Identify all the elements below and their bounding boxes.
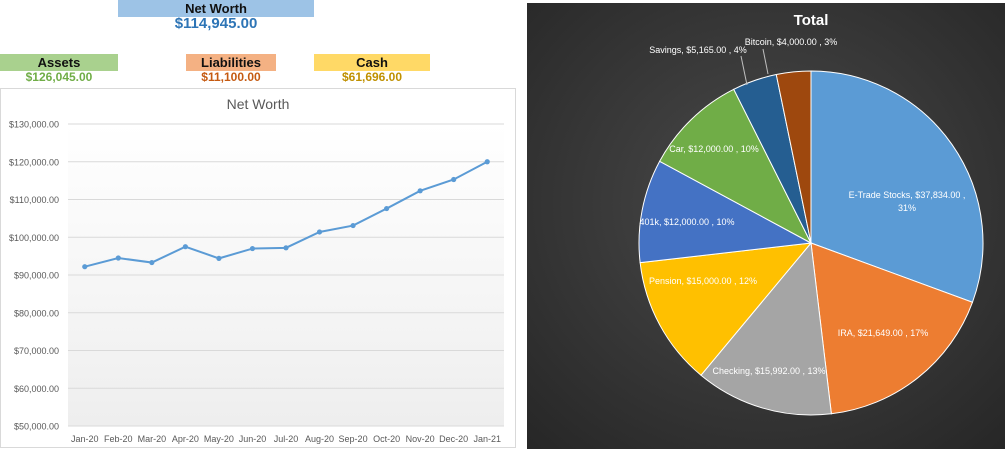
data-point bbox=[115, 255, 121, 261]
net-worth-line-chart: Net Worth $50,000.00 $60,000.00 $70,000.00… bbox=[0, 88, 517, 449]
net-worth-header: Net Worth bbox=[118, 0, 314, 17]
data-point bbox=[149, 259, 155, 266]
data-point bbox=[451, 176, 457, 183]
x-tick-label: Nov-20 bbox=[406, 434, 435, 444]
line-chart-title: Net Worth bbox=[227, 96, 290, 112]
y-tick-label: $80,000.00 bbox=[14, 308, 59, 318]
y-tick-label: $50,000.00 bbox=[14, 422, 59, 432]
data-point bbox=[384, 205, 390, 212]
x-tick-label: Sep-20 bbox=[339, 434, 368, 444]
x-tick-label: May-20 bbox=[204, 434, 234, 444]
x-tick-label: Oct-20 bbox=[373, 434, 400, 444]
y-tick-label: $90,000.00 bbox=[14, 271, 59, 281]
cash-value: $61,696.00 bbox=[341, 70, 403, 84]
data-point bbox=[316, 229, 323, 235]
pie-data-label: Bitcoin, $4,000.00 , 3% bbox=[745, 37, 838, 47]
y-tick-label: $100,000.00 bbox=[9, 233, 59, 243]
y-tick-label: $130,000.00 bbox=[9, 120, 59, 130]
liabilities-value: $11,100.00 bbox=[201, 70, 261, 84]
data-point bbox=[82, 264, 88, 270]
x-tick-label: Apr-20 bbox=[172, 434, 199, 444]
total-pie-chart: Total E-Trade Stocks, $37,834.00 , 31% IRA… bbox=[527, 3, 1005, 449]
data-point bbox=[216, 255, 222, 261]
y-tick-label: $110,000.00 bbox=[10, 195, 59, 205]
pie-data-label-pct: 31% bbox=[898, 203, 916, 213]
liabilities-header: Liabilities bbox=[186, 54, 276, 71]
leader-line bbox=[740, 55, 748, 86]
data-point bbox=[484, 159, 490, 165]
x-tick-label: Mar-20 bbox=[138, 434, 167, 444]
pie-chart-title: Total bbox=[794, 12, 829, 29]
pie-data-label: Pension, $15,000.00 , 12% bbox=[649, 276, 757, 286]
x-tick-label: Feb-20 bbox=[104, 434, 133, 444]
pie-data-label: 401k, $12,000.00 , 10% bbox=[639, 217, 734, 227]
line-chart-svg: Net Worth $50,000.00 $60,000.00 $70,000.00… bbox=[0, 88, 516, 448]
x-tick-label: Jan-21 bbox=[473, 434, 501, 444]
pie-slice-bitcoin bbox=[775, 70, 812, 244]
pie-slice-401k bbox=[638, 160, 813, 264]
x-tick-label: Aug-20 bbox=[305, 434, 334, 444]
assets-header: Assets bbox=[0, 54, 118, 71]
pie-slice-checking bbox=[700, 241, 832, 416]
pie-data-label: Car, $12,000.00 , 10% bbox=[669, 144, 759, 154]
pie-slice-ira bbox=[810, 242, 974, 415]
assets-value: $126,045.00 bbox=[25, 70, 93, 84]
x-tick-label: Jun-20 bbox=[239, 434, 267, 444]
pie-data-label: Savings, $5,165.00 , 4% bbox=[649, 45, 747, 55]
pie-data-label: E-Trade Stocks, $37,834.00 , bbox=[849, 190, 966, 200]
leader-line bbox=[762, 48, 769, 75]
data-point bbox=[350, 222, 356, 229]
y-tick-label: $70,000.00 bbox=[14, 346, 59, 356]
pie-slice-pension bbox=[639, 242, 813, 376]
x-tick-label: Jul-20 bbox=[274, 434, 299, 444]
data-point bbox=[249, 245, 256, 252]
data-point bbox=[182, 244, 188, 250]
data-point bbox=[417, 188, 423, 194]
pie-slice-car bbox=[658, 88, 813, 245]
net-worth-value: $114,945.00 bbox=[174, 15, 258, 32]
data-point bbox=[283, 245, 289, 251]
pie-chart-svg: Total E-Trade Stocks, $37,834.00 , 31% IRA… bbox=[527, 3, 1005, 449]
x-tick-label: Jan-20 bbox=[71, 434, 99, 444]
pie-data-label: IRA, $21,649.00 , 17% bbox=[838, 328, 929, 338]
pie-data-label: Checking, $15,992.00 , 13% bbox=[712, 366, 825, 376]
y-tick-label: $120,000.00 bbox=[9, 157, 59, 167]
y-tick-label: $60,000.00 bbox=[14, 384, 59, 394]
x-tick-label: Dec-20 bbox=[439, 434, 468, 444]
pie-slice-e-trade-stocks bbox=[810, 70, 984, 303]
cash-header: Cash bbox=[314, 54, 430, 71]
